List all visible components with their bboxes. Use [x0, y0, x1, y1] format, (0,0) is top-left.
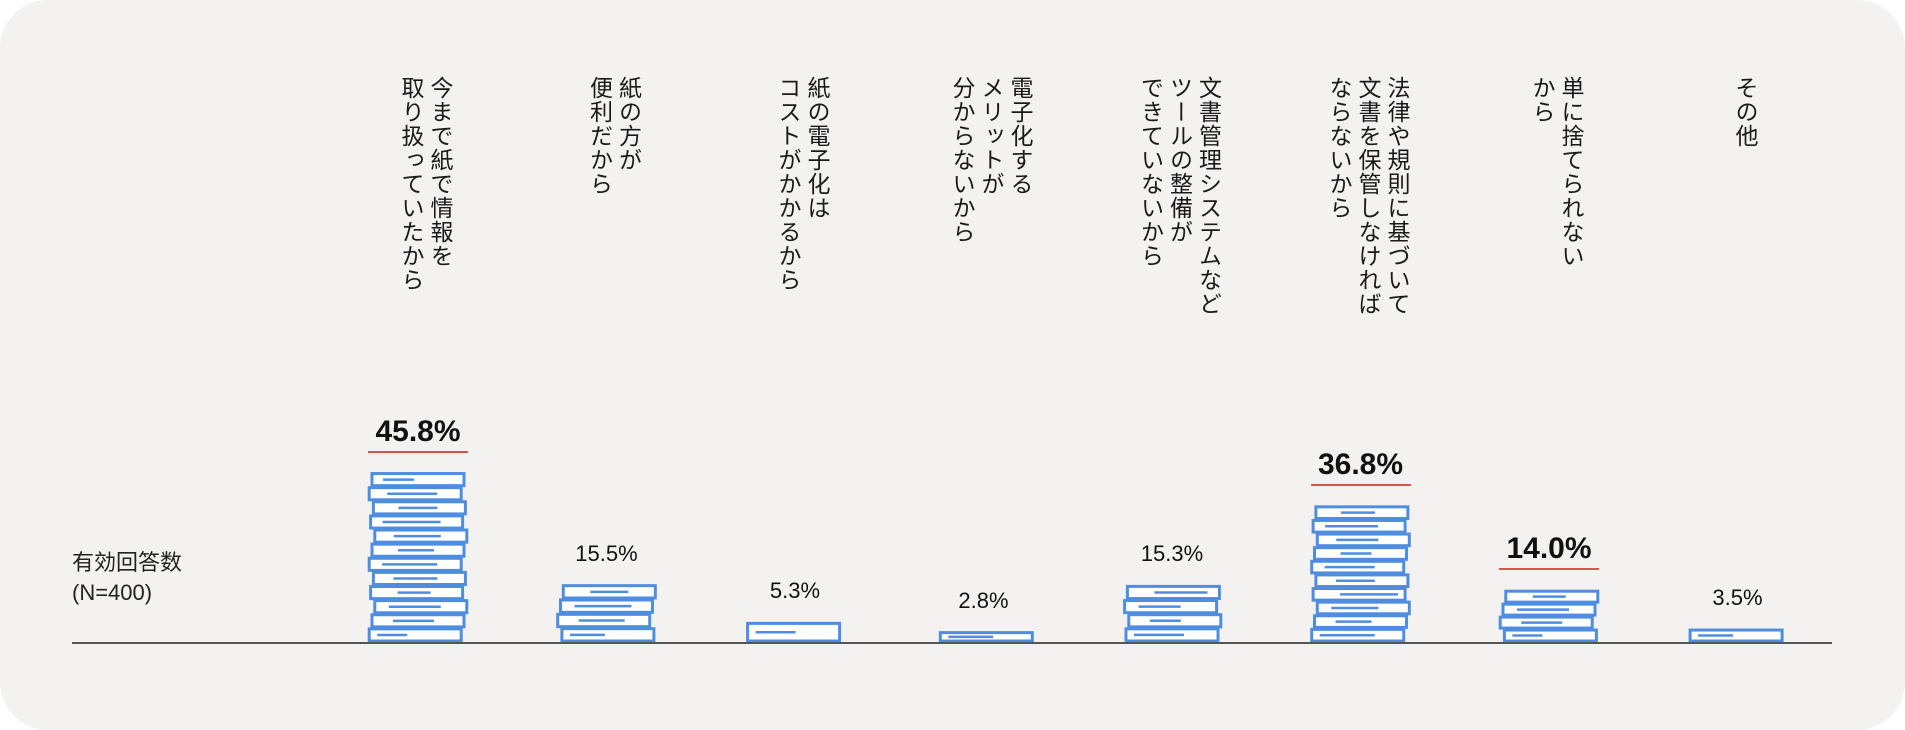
category-label-7: 単に捨てられない から [1528, 76, 1583, 268]
category-label-1: 今まで紙で情報を 取り扱っていたから [397, 76, 452, 292]
category-label-4: 電子化する メリットが 分からないから [948, 76, 1032, 244]
value-label-3: 5.3% [769, 578, 821, 604]
sample-size-label: 有効回答数 (N=400) [72, 548, 182, 608]
sample-size-title: 有効回答数 [72, 550, 183, 575]
bar-7 [1498, 589, 1600, 643]
bar-4 [938, 631, 1034, 643]
baseline-axis [72, 642, 1832, 644]
bar-2 [556, 584, 657, 643]
category-label-6: 法律や規則に基づいて 文書を保管しなければ ならないから [1325, 76, 1409, 316]
value-label-1: 45.8% [368, 415, 468, 453]
bar-3 [746, 621, 842, 643]
value-label-4: 2.8% [958, 587, 1009, 613]
bar-8 [1688, 628, 1784, 643]
value-label-6: 36.8% [1310, 448, 1411, 486]
value-label-7: 14.0% [1499, 532, 1599, 571]
category-label-3: 紙の電子化は コストがかかるから [774, 76, 829, 292]
bar-6 [1310, 505, 1411, 643]
value-label-8: 3.5% [1712, 585, 1763, 611]
bar-5 [1123, 584, 1223, 643]
category-label-5: 文書管理システムなど ツールの整備が できていないから [1136, 76, 1221, 316]
category-label-8: その他 [1731, 76, 1757, 148]
bar-1 [367, 472, 469, 643]
value-label-5: 15.3% [1140, 541, 1204, 567]
value-label-2: 15.5% [575, 540, 638, 566]
sample-size-count: (N=400) [72, 580, 153, 605]
category-label-2: 紙の方が 便利だから [585, 76, 641, 196]
